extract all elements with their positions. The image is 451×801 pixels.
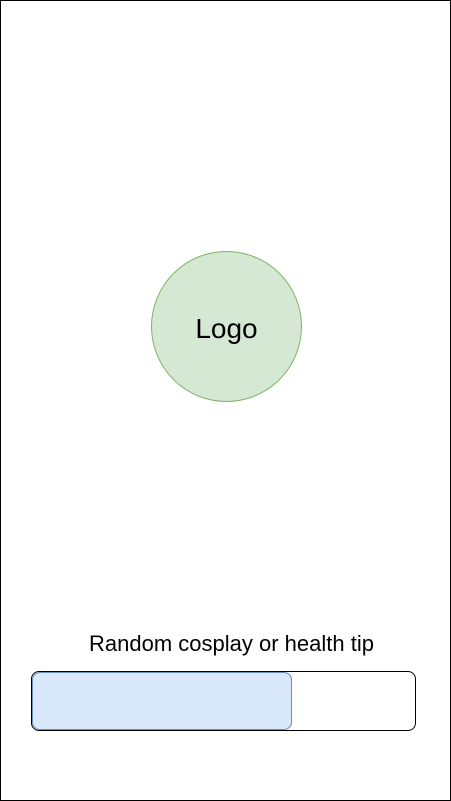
logo-label: Logo <box>195 312 258 344</box>
app-logo: Logo <box>151 251 302 402</box>
tip-text: Random cosplay or health tip <box>89 631 374 656</box>
loading-progress-bar <box>31 671 416 731</box>
loading-progress-fill <box>32 672 292 730</box>
